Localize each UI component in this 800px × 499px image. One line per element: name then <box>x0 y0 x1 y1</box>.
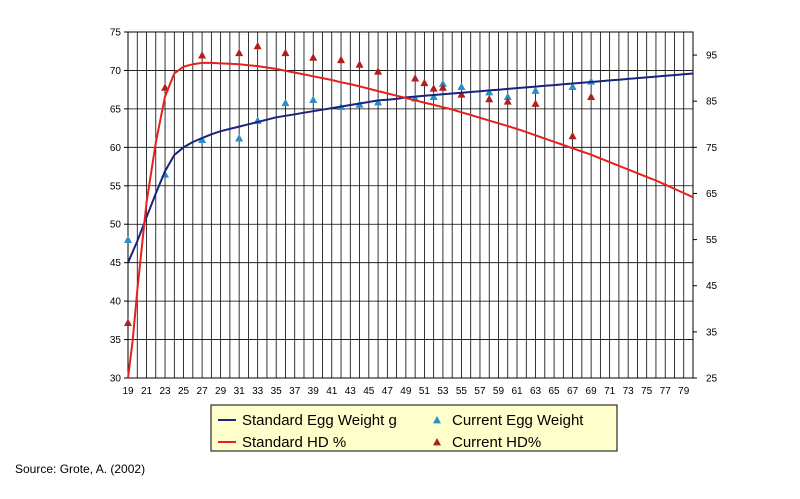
x-tick-label: 77 <box>660 386 672 397</box>
data-point-marker <box>457 90 466 98</box>
source-note: Source: Grote, A. (2002) <box>15 462 146 476</box>
x-tick-label: 33 <box>252 386 264 397</box>
x-axis-ticks: 19 21 23 25 27 29 31 33 35 37 39 41 43 45 47 49 51 53 55 57… <box>122 386 689 397</box>
left-tick-label: 30 <box>110 374 122 385</box>
data-point-marker <box>337 55 346 64</box>
left-tick-label: 50 <box>110 220 122 231</box>
x-tick-label: 73 <box>623 386 635 397</box>
data-point-marker <box>587 92 596 100</box>
left-tick-label: 45 <box>110 258 122 269</box>
data-point-marker <box>281 48 290 57</box>
data-point-marker <box>568 82 577 90</box>
right-tick-label: 35 <box>706 327 718 338</box>
right-axis-ticks: 25 35 45 55 65 75 85 95 <box>693 51 718 385</box>
x-tick-label: 75 <box>641 386 653 397</box>
right-tick-label: 95 <box>706 51 718 62</box>
x-tick-label: 79 <box>678 386 690 397</box>
left-tick-label: 40 <box>110 297 122 308</box>
right-tick-label: 45 <box>706 281 718 292</box>
data-point-marker <box>198 135 207 144</box>
x-tick-label: 31 <box>234 386 246 397</box>
data-point-marker <box>438 83 447 91</box>
data-point-marker <box>457 82 466 90</box>
x-tick-label: 55 <box>456 386 468 397</box>
legend-label: Current Egg Weight <box>452 412 584 429</box>
x-tick-label: 21 <box>141 386 153 397</box>
legend-box <box>210 404 618 452</box>
data-point-marker <box>355 60 364 68</box>
right-tick-label: 65 <box>706 189 718 200</box>
right-tick-label: 85 <box>706 97 718 108</box>
x-tick-label: 35 <box>271 386 283 397</box>
data-point-marker <box>235 134 244 142</box>
x-tick-label: 23 <box>159 386 171 397</box>
legend-swatch-marker <box>433 416 441 424</box>
x-tick-label: 57 <box>474 386 486 397</box>
data-point-marker <box>235 48 244 57</box>
right-tick-label: 75 <box>706 143 718 154</box>
right-tick-label: 25 <box>706 374 718 385</box>
x-tick-label: 45 <box>363 386 375 397</box>
right-tick-label: 55 <box>706 235 718 246</box>
x-tick-label: 25 <box>178 386 190 397</box>
data-point-marker <box>429 84 438 92</box>
data-point-marker <box>420 78 429 87</box>
data-point-marker <box>374 97 383 106</box>
left-tick-label: 75 <box>110 28 122 39</box>
x-tick-label: 67 <box>567 386 579 397</box>
x-tick-label: 41 <box>326 386 338 397</box>
data-point-marker <box>253 41 262 50</box>
legend-swatch-marker <box>433 438 441 446</box>
left-tick-label: 55 <box>110 181 122 192</box>
data-point-marker <box>374 67 383 75</box>
grid-lines <box>127 31 694 379</box>
data-point-marker <box>438 79 447 87</box>
x-tick-label: 59 <box>493 386 505 397</box>
data-point-marker <box>531 99 540 107</box>
legend-label: Current HD% <box>452 434 541 451</box>
data-point-marker <box>503 97 512 105</box>
x-tick-label: 53 <box>437 386 449 397</box>
x-tick-label: 63 <box>530 386 542 397</box>
x-tick-label: 29 <box>215 386 227 397</box>
series-layer <box>124 41 694 379</box>
x-tick-label: 37 <box>289 386 301 397</box>
x-tick-label: 47 <box>382 386 394 397</box>
left-tick-label: 70 <box>110 66 122 77</box>
x-tick-label: 49 <box>400 386 412 397</box>
x-tick-label: 65 <box>549 386 561 397</box>
data-point-marker <box>503 92 512 100</box>
data-point-marker <box>309 95 318 104</box>
series-line-2 <box>127 61 694 379</box>
x-tick-label: 39 <box>308 386 320 397</box>
x-tick-label: 61 <box>511 386 523 397</box>
legend-label: Standard Egg Weight g <box>242 412 397 429</box>
x-tick-label: 27 <box>197 386 209 397</box>
data-point-marker <box>485 94 494 103</box>
data-point-marker <box>429 92 438 100</box>
left-tick-label: 65 <box>110 104 122 115</box>
data-point-marker <box>531 86 540 94</box>
data-point-marker <box>411 74 420 82</box>
legend: Standard Egg Weight g Current Egg Weight S… <box>210 404 618 452</box>
data-point-marker <box>124 318 132 327</box>
legend-label: Standard HD % <box>242 434 346 451</box>
x-tick-label: 71 <box>604 386 616 397</box>
plot-area-border <box>127 31 694 379</box>
left-tick-label: 60 <box>110 143 122 154</box>
left-axis-ticks: 30 35 40 45 50 55 60 65 70 75 <box>110 28 128 385</box>
data-point-marker <box>198 51 207 59</box>
data-point-marker <box>281 98 290 107</box>
x-tick-label: 19 <box>122 386 134 397</box>
x-tick-label: 43 <box>345 386 357 397</box>
x-tick-label: 69 <box>586 386 598 397</box>
series-line-0 <box>127 72 694 264</box>
data-point-marker <box>485 87 494 96</box>
data-point-marker <box>568 131 577 140</box>
data-point-marker <box>124 235 132 243</box>
left-tick-label: 35 <box>110 335 122 346</box>
x-tick-label: 51 <box>419 386 431 397</box>
data-point-marker <box>309 53 318 61</box>
